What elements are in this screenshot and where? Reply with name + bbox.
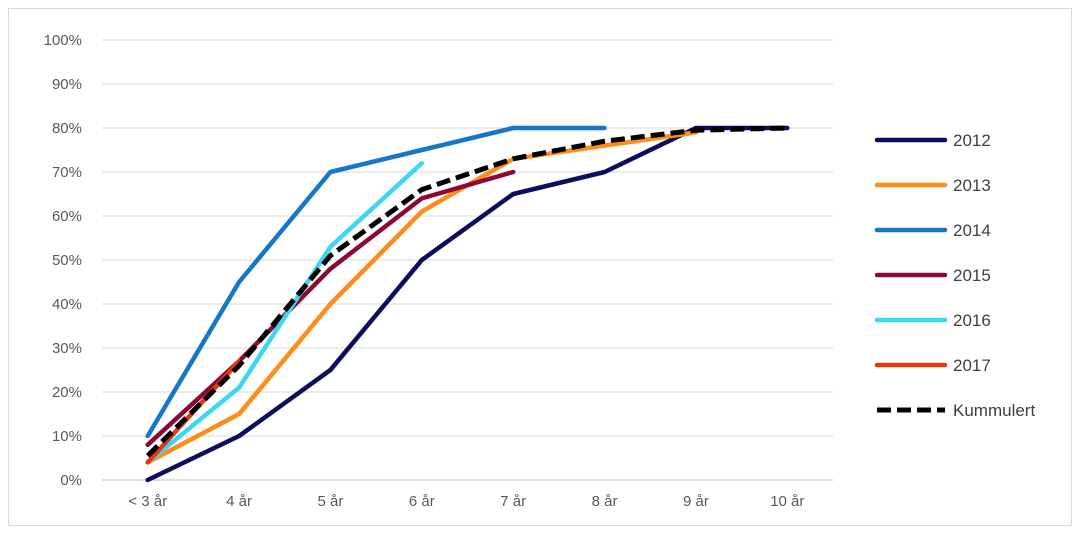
legend-label: 2015: [953, 266, 991, 285]
y-tick-label: 60%: [52, 208, 82, 225]
legend-label: 2014: [953, 221, 991, 240]
legend-item: 2013: [874, 176, 991, 195]
series-kummulert: [145, 125, 788, 458]
x-tick-label: 7 år: [500, 493, 526, 510]
series-line: [145, 125, 788, 458]
x-tick-label: 8 år: [592, 493, 618, 510]
y-tick-label: 100%: [44, 32, 82, 49]
legend-item: Kummulert: [877, 401, 1035, 420]
y-tick-label: 90%: [52, 76, 82, 93]
chart-frame: 0% 10% 20% 30% 40% 50% 60% 70% 80% 90% 100% < 3 år…: [8, 8, 1072, 526]
y-tick-label: 0%: [60, 472, 82, 489]
x-tick-label: 5 år: [318, 493, 344, 510]
series-2014: [145, 125, 607, 439]
y-tick-label: 10%: [52, 428, 82, 445]
y-axis-tick-labels: 0% 10% 20% 30% 40% 50% 60% 70% 80% 90% 100%: [44, 32, 82, 489]
legend-item: 2012: [874, 131, 991, 150]
gridlines: [102, 39, 833, 481]
legend-label: 2017: [953, 356, 991, 375]
y-tick-label: 30%: [52, 340, 82, 357]
x-tick-label: 10 år: [770, 493, 804, 510]
x-tick-label: 9 år: [683, 493, 709, 510]
series-line: [145, 160, 425, 465]
y-tick-label: 20%: [52, 384, 82, 401]
x-tick-label: 4 år: [226, 493, 252, 510]
legend: 2012 2013 2014 2015 2016 2017 Kummulert: [874, 131, 1035, 420]
legend-item: 2016: [874, 311, 991, 330]
series-line: [145, 125, 607, 439]
legend-item: 2014: [874, 221, 991, 240]
x-tick-label: 6 år: [409, 493, 435, 510]
legend-item: 2017: [874, 356, 991, 375]
series-line: [145, 130, 699, 465]
y-tick-label: 70%: [52, 164, 82, 181]
y-tick-label: 50%: [52, 252, 82, 269]
y-tick-label: 80%: [52, 120, 82, 137]
x-tick-label: < 3 år: [128, 493, 167, 510]
x-axis-tick-labels: < 3 år 4 år 5 år 6 år 7 år 8 år 9 år 10 år: [128, 493, 804, 510]
y-tick-label: 40%: [52, 296, 82, 313]
legend-label: 2012: [953, 131, 991, 150]
legend-label: 2013: [953, 176, 991, 195]
series-lines: [145, 125, 790, 483]
line-chart: 0% 10% 20% 30% 40% 50% 60% 70% 80% 90% 100% < 3 år…: [44, 32, 1036, 510]
legend-item: 2015: [874, 266, 991, 285]
legend-label: Kummulert: [953, 401, 1035, 420]
legend-label: 2016: [953, 311, 991, 330]
series-line: [145, 169, 516, 448]
